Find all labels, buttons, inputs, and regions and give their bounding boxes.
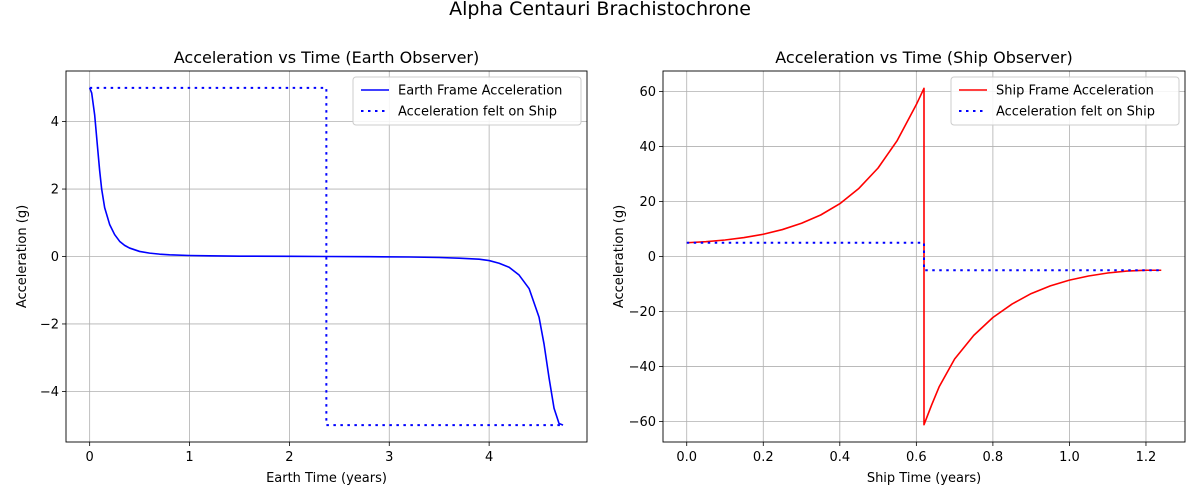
y-axis-label: Acceleration (g) <box>15 205 30 308</box>
legend-box <box>352 76 582 126</box>
x-tick-label: 0.8 <box>983 450 1004 465</box>
x-tick-label: 0.0 <box>676 450 697 465</box>
legend-label-acceleration-felt-on-ship: Acceleration felt on Ship <box>398 105 557 120</box>
chart-title: Acceleration vs Time (Ship Observer) <box>775 48 1073 67</box>
x-tick-label: 0 <box>86 450 94 465</box>
x-tick-label: 0.6 <box>906 450 927 465</box>
y-axis-label: Acceleration (g) <box>612 205 627 308</box>
y-tick-label: 40 <box>639 140 656 155</box>
x-tick-label: 0.2 <box>753 450 774 465</box>
legend: Ship Frame Acceleration Acceleration felt… <box>950 76 1180 126</box>
y-tick-label: −40 <box>629 360 656 375</box>
x-tick-label: 1 <box>185 450 193 465</box>
y-tick-label: 60 <box>639 85 656 100</box>
y-tick-label: −4 <box>40 385 59 400</box>
y-tick-label: 0 <box>648 250 656 265</box>
y-tick-label: −60 <box>629 415 656 430</box>
legend-label-acceleration-felt-on-ship: Acceleration felt on Ship <box>996 105 1155 120</box>
series-line-earth-frame-acceleration <box>88 87 564 426</box>
earth-observer-panel: 0 1 2 3 4 −4 −2 0 2 4 Acceleration vs Time (Earth … <box>15 48 588 486</box>
x-axis-label: Earth Time (years) <box>266 471 387 486</box>
y-tick-label: 20 <box>639 195 656 210</box>
y-tick-label: −20 <box>629 305 656 320</box>
y-tick-label: 0 <box>51 250 59 265</box>
legend-label-ship-frame-acceleration: Ship Frame Acceleration <box>996 84 1154 99</box>
y-tick-label: 2 <box>51 183 59 198</box>
x-tick-label: 4 <box>485 450 493 465</box>
figure-suptitle: Alpha Centauri Brachistochrone <box>449 0 751 20</box>
series-line-ship-frame-acceleration <box>686 87 1162 426</box>
x-tick-label: 2 <box>285 450 293 465</box>
chart-title: Acceleration vs Time (Earth Observer) <box>174 48 480 67</box>
x-axis-label: Ship Time (years) <box>867 471 981 486</box>
y-tick-label: −2 <box>40 317 59 332</box>
y-tick-label: 4 <box>51 115 59 130</box>
legend-box <box>950 76 1180 126</box>
x-tick-label: 1.2 <box>1136 450 1157 465</box>
x-tick-label: 1.0 <box>1059 450 1080 465</box>
x-tick-label: 0.4 <box>829 450 850 465</box>
legend-label-earth-frame-acceleration: Earth Frame Acceleration <box>398 84 562 99</box>
ship-observer-panel: 0.0 0.2 0.4 0.6 0.8 1.0 1.2 −60 −40 −20 0 20 40 60 Acc… <box>612 48 1186 486</box>
x-tick-label: 3 <box>385 450 393 465</box>
legend: Earth Frame Acceleration Acceleration fel… <box>352 76 582 126</box>
